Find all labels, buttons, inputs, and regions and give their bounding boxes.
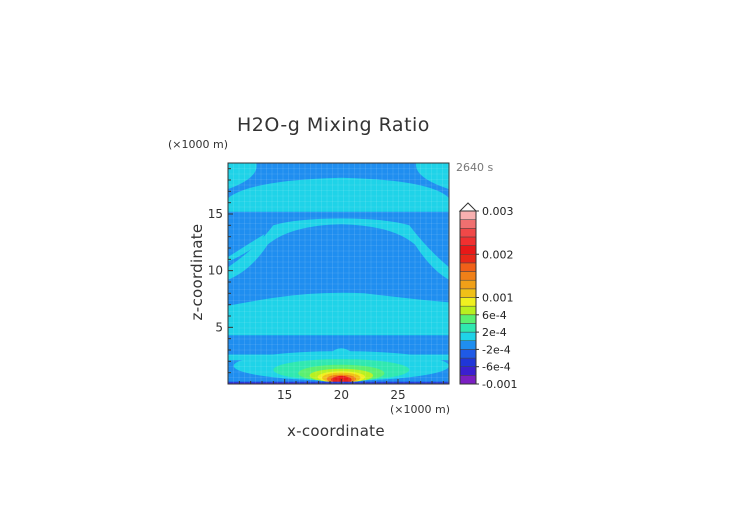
colorbar-swatch — [459, 357, 477, 367]
y-tick-label: 10 — [208, 264, 223, 278]
colorbar-swatch — [459, 323, 477, 333]
colorbar-swatch — [459, 228, 477, 238]
upper-left-corner-region — [228, 163, 257, 190]
colorbar-swatch — [459, 314, 477, 324]
colorbar-tick-label: 0.002 — [482, 248, 514, 261]
contour-regions — [228, 163, 449, 384]
x-tick-label: 20 — [334, 388, 349, 402]
colorbar-swatch — [459, 219, 477, 229]
colorbar-tick-label: 6e-4 — [482, 309, 507, 322]
surface-dark-blue — [228, 381, 449, 384]
upper-right-corner-region — [415, 163, 449, 190]
x-axis-label: x-coordinate — [287, 422, 385, 440]
cell-grid — [228, 163, 449, 384]
y-axis-unit: (×1000 m) — [168, 138, 229, 151]
colorbar-swatch — [459, 236, 477, 246]
left-arch-strip — [228, 234, 265, 262]
colorbar-swatch — [459, 262, 477, 272]
upper-green-band — [228, 177, 449, 212]
colorbar-tick-label: -2e-4 — [482, 343, 511, 356]
colorbar-tick-label: 2e-4 — [482, 326, 507, 339]
middle-green-arch — [228, 218, 449, 280]
colorbar-tick-label: -0.001 — [482, 378, 517, 391]
colorbar-swatch — [459, 288, 477, 298]
lower-green-band — [228, 292, 449, 336]
x-tick-label: 15 — [277, 388, 292, 402]
y-tick-label: 5 — [215, 320, 223, 334]
colorbar-swatch — [459, 349, 477, 359]
colorbar-tick-label: 0.003 — [482, 205, 514, 218]
colorbar-swatch — [459, 340, 477, 350]
colorbar-swatch — [459, 245, 477, 255]
colorbar-tick-label: 0.001 — [482, 292, 514, 305]
plume-peak — [334, 375, 349, 381]
colorbar-swatch — [459, 210, 477, 220]
time-label: 2640 s — [456, 161, 494, 174]
colorbar-swatch — [459, 279, 477, 290]
colorbar-swatch — [459, 297, 477, 307]
colorbar-swatch — [459, 331, 477, 342]
y-tick-label: 15 — [208, 207, 223, 221]
plume-top-cap — [330, 348, 353, 354]
x-tick-label: 25 — [390, 388, 405, 402]
colorbar-swatch — [459, 271, 477, 281]
colorbar-swatch — [459, 375, 477, 385]
colorbar-extend-triangle — [458, 202, 478, 212]
colorbar-swatch — [459, 305, 477, 316]
plot-frame — [227, 162, 450, 385]
colorbar-tick-label: -6e-4 — [482, 361, 511, 374]
colorbar-swatch — [459, 254, 477, 264]
x-axis-unit: (×1000 m) — [390, 403, 451, 416]
colorbar-swatch — [459, 366, 477, 376]
chart-title: H2O-g Mixing Ratio — [237, 114, 430, 136]
